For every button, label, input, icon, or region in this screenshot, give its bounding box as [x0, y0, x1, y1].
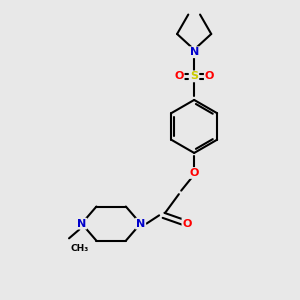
Text: N: N: [190, 47, 199, 57]
Text: N: N: [136, 219, 145, 229]
Text: O: O: [190, 168, 199, 178]
Text: S: S: [190, 71, 198, 81]
Text: O: O: [205, 71, 214, 81]
Text: N: N: [77, 219, 86, 229]
Text: CH₃: CH₃: [70, 244, 89, 253]
Text: O: O: [174, 71, 184, 81]
Text: O: O: [182, 219, 192, 229]
